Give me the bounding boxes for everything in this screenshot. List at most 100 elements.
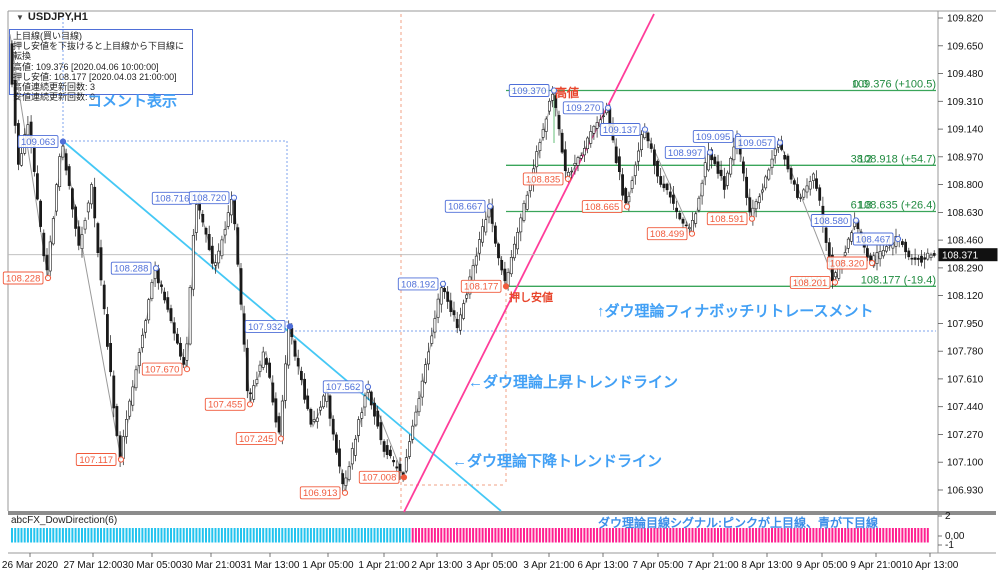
pivot-marker[interactable] bbox=[564, 175, 572, 182]
candle bbox=[20, 144, 23, 167]
indicator-bar bbox=[806, 528, 808, 543]
pivot-price-label[interactable]: 109.137 bbox=[599, 123, 641, 136]
candle bbox=[662, 175, 666, 192]
indicator-bar bbox=[201, 528, 204, 543]
pivot-marker[interactable] bbox=[364, 383, 372, 390]
candle bbox=[150, 279, 154, 302]
pivot-price-label[interactable]: 107.455 bbox=[204, 397, 246, 411]
pivot-marker[interactable] bbox=[641, 126, 649, 133]
pivot-price-label[interactable]: 107.670 bbox=[141, 362, 183, 376]
indicator-bar bbox=[707, 528, 710, 543]
indicator-bar bbox=[325, 528, 328, 543]
candle bbox=[106, 306, 109, 350]
pivot-marker[interactable] bbox=[852, 217, 860, 224]
pivot-price-label[interactable]: 108.716 bbox=[151, 191, 193, 205]
pivot-marker[interactable] bbox=[152, 265, 160, 272]
pane-separator[interactable] bbox=[8, 511, 996, 515]
pivot-price-label[interactable]: 107.245 bbox=[235, 432, 277, 446]
pivot-price-label[interactable]: 109.057 bbox=[734, 136, 776, 150]
pivot-price-label[interactable]: 108.192 bbox=[397, 277, 439, 291]
pivot-price-label[interactable]: 108.228 bbox=[2, 271, 44, 285]
candle bbox=[319, 400, 322, 416]
pivot-marker[interactable] bbox=[341, 489, 349, 496]
pivot-marker[interactable] bbox=[183, 366, 191, 373]
pivot-price-label[interactable]: 108.320 bbox=[826, 256, 868, 270]
pivot-marker[interactable] bbox=[502, 283, 510, 290]
pivot-marker[interactable] bbox=[439, 280, 447, 287]
pivot-marker[interactable] bbox=[400, 474, 408, 481]
pivot-price-label[interactable]: 108.665 bbox=[581, 200, 623, 214]
pivot-price-label[interactable]: 106.913 bbox=[299, 486, 341, 500]
pivot-price-label[interactable]: 107.932 bbox=[244, 319, 286, 333]
pivot-price-label[interactable]: 109.095 bbox=[692, 129, 734, 143]
candle bbox=[45, 248, 49, 278]
pivot-price-label[interactable]: 107.008 bbox=[358, 470, 400, 484]
candle bbox=[595, 116, 599, 138]
indicator-bar bbox=[424, 528, 427, 543]
candle bbox=[182, 349, 186, 368]
indicator-bar bbox=[300, 528, 303, 543]
indicator-bar bbox=[847, 528, 850, 543]
pivot-marker[interactable] bbox=[623, 203, 631, 210]
pivot-marker[interactable] bbox=[831, 279, 839, 286]
pivot-marker[interactable] bbox=[748, 215, 756, 222]
chart-dropdown-icon[interactable]: ▼ bbox=[16, 13, 24, 22]
indicator-bar bbox=[627, 528, 630, 543]
pivot-marker[interactable] bbox=[246, 401, 254, 408]
pivot-marker[interactable] bbox=[776, 139, 784, 146]
pivot-price-label[interactable]: 108.835 bbox=[522, 172, 564, 186]
pivot-price-label[interactable]: 108.667 bbox=[444, 199, 486, 213]
pivot-price-label[interactable]: 108.467 bbox=[852, 232, 894, 246]
pivot-price-label[interactable]: 109.370 bbox=[508, 84, 550, 97]
pivot-price-label[interactable]: 108.201 bbox=[789, 275, 831, 289]
pivot-marker[interactable] bbox=[688, 230, 696, 237]
pivot-price-label[interactable]: 109.270 bbox=[562, 101, 604, 115]
pivot-marker[interactable] bbox=[44, 274, 52, 282]
pivot-marker[interactable] bbox=[230, 194, 238, 201]
pivot-price-label[interactable]: 108.997 bbox=[664, 145, 706, 159]
candle bbox=[363, 392, 367, 416]
pivot-marker[interactable] bbox=[59, 138, 67, 145]
indicator-bar bbox=[100, 528, 102, 543]
indicator-bar bbox=[523, 528, 525, 543]
pivot-price-label[interactable]: 107.562 bbox=[322, 380, 364, 394]
pivot-marker[interactable] bbox=[550, 87, 558, 94]
candle bbox=[512, 236, 516, 261]
pivot-marker[interactable] bbox=[286, 323, 294, 330]
pivot-marker[interactable] bbox=[868, 259, 876, 267]
pivot-marker[interactable] bbox=[894, 235, 902, 243]
price-tick-label: 107.780 bbox=[947, 347, 984, 358]
candle bbox=[478, 231, 481, 261]
fib-level-pct: 0.0 bbox=[853, 79, 868, 91]
indicator-bar bbox=[802, 528, 805, 543]
candle bbox=[544, 116, 548, 140]
pivot-price-label[interactable]: 108.288 bbox=[110, 261, 152, 275]
time-axis[interactable]: 26 Mar 2020 27 Mar 12:00 30 Mar 05:00 30 Ma… bbox=[2, 553, 959, 571]
pivot-marker[interactable] bbox=[604, 104, 612, 111]
indicator-bar bbox=[554, 528, 557, 543]
pivot-price-label[interactable]: 108.499 bbox=[646, 227, 688, 241]
indicator-bar bbox=[55, 528, 58, 543]
price-axis[interactable]: 109.820 109.650 109.480 109.310 109.140 108.9… bbox=[938, 14, 998, 497]
pivot-marker[interactable] bbox=[117, 456, 125, 463]
indicator-bar bbox=[869, 528, 872, 543]
pivot-price-label[interactable]: 109.063 bbox=[17, 135, 59, 149]
pivot-price-label[interactable]: 107.117 bbox=[75, 453, 117, 466]
svg-text:106.913: 106.913 bbox=[303, 488, 337, 499]
dow-uptrend-line[interactable] bbox=[403, 13, 655, 513]
pivot-price-label[interactable]: 108.720 bbox=[188, 191, 230, 205]
pivot-price-label[interactable]: 108.591 bbox=[706, 212, 748, 226]
pivot-marker[interactable] bbox=[706, 149, 714, 156]
pivot-marker[interactable] bbox=[486, 203, 494, 210]
indicator-bar bbox=[96, 528, 99, 543]
pivot-marker[interactable] bbox=[277, 435, 285, 442]
pivot-price-label[interactable]: 108.177 bbox=[460, 279, 502, 293]
candle bbox=[846, 237, 850, 254]
candle bbox=[913, 248, 917, 266]
indicator-bar bbox=[335, 528, 338, 543]
pivot-price-label[interactable]: 108.580 bbox=[810, 214, 852, 227]
svg-text:108.201: 108.201 bbox=[793, 278, 827, 289]
